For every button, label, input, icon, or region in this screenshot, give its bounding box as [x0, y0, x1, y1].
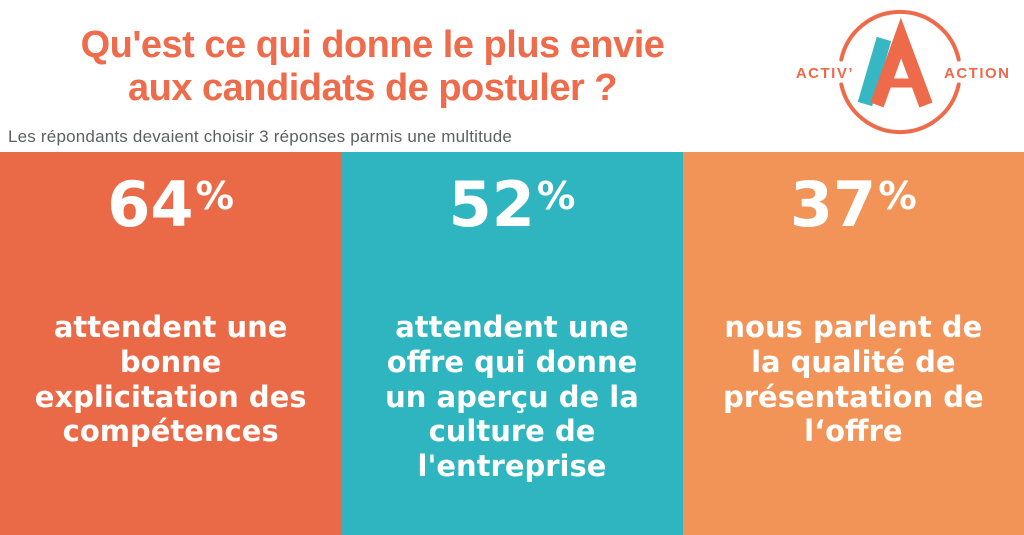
percent-sign: %: [536, 173, 576, 219]
logo-circle-icon: [839, 9, 961, 135]
logo-letter-a-icon: [870, 17, 933, 108]
stat-description: nous parlent de la qualité de présentati…: [723, 310, 984, 449]
stat-columns: 64% attendent une bonne explicitation de…: [0, 152, 1024, 535]
stat-block-competences: 64% attendent une bonne explicitation de…: [0, 152, 342, 535]
page-title: Qu'est ce qui donne le plus envie aux ca…: [80, 24, 665, 109]
logo-text-action: ACTION: [944, 65, 1011, 82]
activaction-logo: ACTIV’ ACTION: [796, 9, 1011, 135]
stat-percentage: 64%: [8, 174, 333, 236]
stat-block-qualite-offre: 37% nous parlent de la qualité de présen…: [682, 152, 1024, 535]
stat-percentage: 52%: [349, 174, 674, 236]
percent-sign: %: [878, 173, 917, 219]
percent-sign: %: [195, 173, 235, 219]
page-subtitle: Les répondants devaient choisir 3 répons…: [8, 127, 512, 146]
stat-percentage-value: 52: [448, 168, 535, 241]
stat-description: attendent une bonne explicitation des co…: [34, 310, 307, 449]
stat-percentage-value: 37: [789, 168, 877, 241]
stat-description: attendent une offre qui donne un aperçu …: [385, 310, 639, 484]
stat-percentage-value: 64: [107, 168, 194, 241]
stat-percentage: 37%: [691, 174, 1016, 236]
stat-block-culture-entreprise: 52% attendent une offre qui donne un ape…: [341, 152, 683, 535]
logo-text-activ: ACTIV’: [796, 65, 854, 82]
header: Qu'est ce qui donne le plus envie aux ca…: [0, 0, 1024, 152]
logo-slash-icon: [857, 36, 892, 107]
